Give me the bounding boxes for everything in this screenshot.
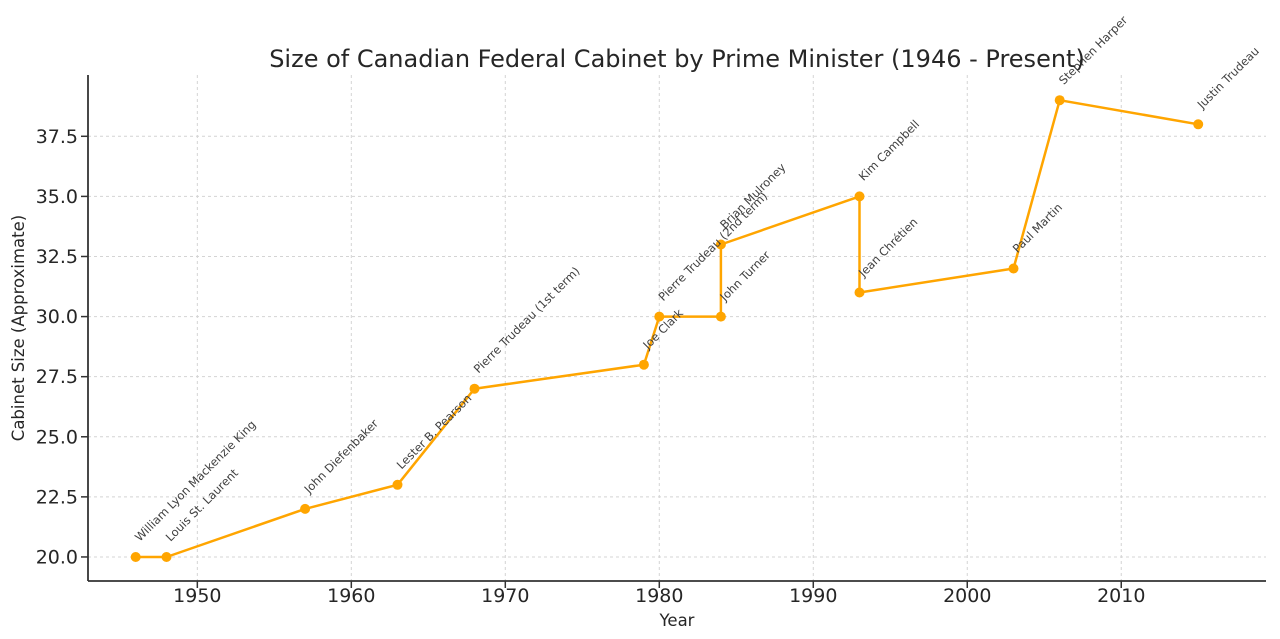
data-point-pierre-trudeau-1st-term	[469, 383, 480, 394]
pm-label-brian-mulroney: Brian Mulroney	[717, 160, 788, 231]
y-tick-label-27.5: 27.5	[36, 366, 78, 388]
data-point-john-turner	[715, 311, 726, 322]
x-tick-label-1950: 1950	[173, 585, 221, 607]
cabinet-size-line	[134, 98, 1200, 559]
pm-label-lester-b-pearson: Lester B. Pearson	[394, 391, 475, 472]
x-tick-label-1970: 1970	[481, 585, 529, 607]
x-tick-label-1960: 1960	[327, 585, 375, 607]
pm-label-kim-campbell: Kim Campbell	[856, 117, 922, 183]
data-point-stephen-harper	[1054, 95, 1065, 106]
chart-title: Size of Canadian Federal Cabinet by Prim…	[269, 45, 1085, 73]
data-point-joe-clark	[638, 359, 649, 370]
data-point-justin-trudeau	[1193, 119, 1204, 130]
y-tick-label-25.0: 25.0	[36, 426, 78, 448]
y-tick-label-30.0: 30.0	[36, 306, 78, 328]
pm-label-paul-martin: Paul Martin	[1010, 200, 1065, 255]
y-tick-label-37.5: 37.5	[36, 126, 78, 148]
axes-spines	[87, 75, 1266, 582]
data-point-pierre-trudeau-2nd-term	[654, 311, 665, 322]
data-point-kim-campbell	[854, 191, 865, 202]
x-tick-label-2000: 2000	[943, 585, 991, 607]
y-tick-label-32.5: 32.5	[36, 246, 78, 268]
data-point-jean-chr-tien	[854, 287, 865, 298]
pm-label-justin-trudeau: Justin Trudeau	[1194, 44, 1262, 112]
y-axis-label: Cabinet Size (Approximate)	[9, 215, 28, 441]
data-point-paul-martin	[1008, 263, 1019, 274]
data-point-brian-mulroney	[715, 239, 726, 250]
gridlines	[88, 75, 1266, 581]
y-tick-label-20.0: 20.0	[36, 546, 78, 568]
pm-label-pierre-trudeau-2nd-term: Pierre Trudeau (2nd term)	[656, 189, 771, 304]
pm-label-jean-chr-tien: Jean Chrétien	[855, 215, 920, 280]
x-tick-label-1990: 1990	[789, 585, 837, 607]
x-axis-label: Year	[659, 611, 695, 630]
data-series	[130, 95, 1204, 562]
y-tick-label-22.5: 22.5	[36, 486, 78, 508]
pm-label-pierre-trudeau-1st-term: Pierre Trudeau (1st term)	[471, 264, 583, 376]
data-point-lester-b-pearson	[392, 479, 403, 490]
y-tick-label-35.0: 35.0	[36, 186, 78, 208]
data-point-william-lyon-mackenzie-king	[130, 552, 141, 562]
pm-label-joe-clark: Joe Clark	[639, 306, 686, 353]
data-point-louis-st-laurent	[161, 552, 172, 562]
x-tick-label-2010: 2010	[1097, 585, 1145, 607]
pm-label-john-diefenbaker: John Diefenbaker	[301, 416, 382, 497]
axis-ticks: 1950 1960 1970 1980 1990 2000 2010 20.0 22.5 25.0…	[36, 126, 1146, 607]
x-tick-label-1980: 1980	[635, 585, 683, 607]
data-point-john-diefenbaker	[300, 503, 311, 514]
